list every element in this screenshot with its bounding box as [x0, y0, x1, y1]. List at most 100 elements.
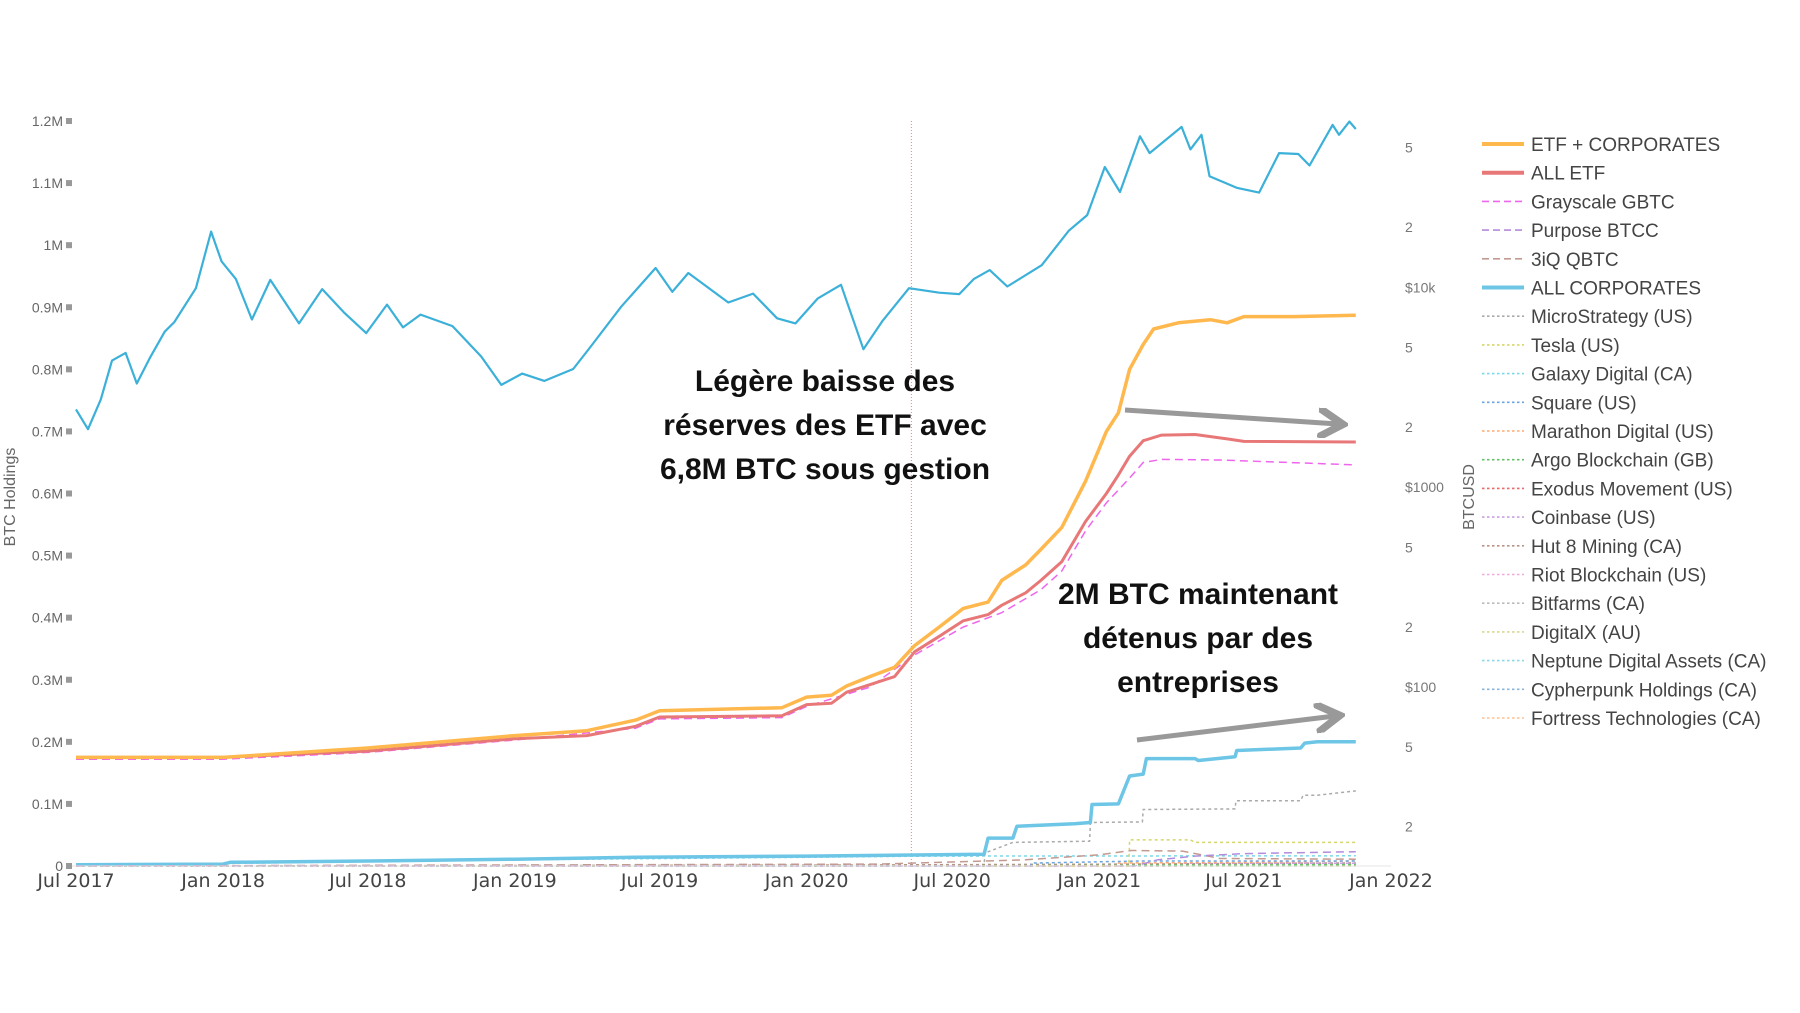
series-line-3iq-qbtc: [75, 849, 1356, 867]
x-tick-label: Jul 2018: [328, 870, 406, 892]
legend-label: MicroStrategy (US): [1531, 307, 1693, 328]
legend-item: Riot Blockchain (US): [1482, 566, 1706, 587]
legend-item: 3iQ QBTC: [1482, 250, 1619, 271]
x-tick-label: Jul 2021: [1204, 870, 1282, 892]
legend-item: Neptune Digital Assets (CA): [1482, 652, 1767, 673]
x-tick-label: Jan 2021: [1056, 870, 1141, 892]
legend-label: Galaxy Digital (CA): [1531, 365, 1693, 386]
x-tick-label: Jan 2022: [1348, 870, 1433, 892]
annotation-text: réserves des ETF avec: [663, 409, 987, 442]
arrow-corporates: [1136, 716, 1335, 743]
y-tick-mark: [66, 304, 72, 311]
annotation-text: Légère baisse des: [695, 365, 955, 398]
y-tick-mark: [66, 738, 72, 745]
y-tick-label: 1M: [44, 237, 63, 253]
x-tick-label: Jul 2020: [912, 870, 990, 892]
x-tick-label: Jul 2017: [36, 870, 114, 892]
y-tick-label: 0: [55, 858, 63, 874]
legend-label: DigitalX (AU): [1531, 623, 1641, 644]
legend-label: Riot Blockchain (US): [1531, 566, 1706, 587]
y2-tick-label: 5: [1405, 539, 1413, 555]
y2-axis-label: BTCUSD: [1461, 464, 1478, 530]
y-tick-label: 0.4M: [32, 610, 63, 626]
legend-item: MicroStrategy (US): [1482, 307, 1693, 328]
annotation-text: entreprises: [1117, 666, 1279, 699]
legend-label: Coinbase (US): [1531, 508, 1656, 529]
annotation-text: 6,8M BTC sous gestion: [660, 453, 990, 486]
y-axis-label: BTC Holdings: [2, 448, 19, 547]
y2-tick-label: 5: [1405, 739, 1413, 755]
legend-label: ETF + CORPORATES: [1531, 135, 1720, 156]
legend-label: Purpose BTCC: [1531, 221, 1659, 242]
y2-tick-label: $10k: [1405, 279, 1436, 295]
y-tick-mark: [66, 180, 72, 187]
y2-tick-label: 2: [1405, 819, 1413, 835]
y2-tick-label: 2: [1405, 619, 1413, 635]
annotation-text: 2M BTC maintenant: [1058, 578, 1338, 611]
y-tick-label: 1.2M: [32, 113, 63, 129]
legend-item: Fortress Technologies (CA): [1482, 709, 1761, 730]
series-line-purpose-btcc: [76, 850, 1356, 867]
x-tick-label: Jul 2019: [620, 870, 698, 892]
axes: 0 0.1M 0.2M 0.3M 0.4M 0.5M 0.6M 0.7M 0.8M 0.9M 1M 1…: [32, 113, 1444, 892]
y-tick-label: 0.8M: [32, 361, 63, 377]
series-line-microstrategy-us-: [76, 790, 1356, 867]
y-tick-mark: [66, 552, 72, 559]
legend-item: ALL ETF: [1482, 164, 1605, 185]
legend-item: Purpose BTCC: [1482, 221, 1659, 242]
legend: ETF + CORPORATES ALL ETF Grayscale GBTC Pur…: [1482, 135, 1767, 730]
legend-item: Tesla (US): [1482, 336, 1620, 357]
legend-item: Exodus Movement (US): [1482, 479, 1733, 500]
legend-label: ALL CORPORATES: [1531, 279, 1701, 300]
legend-item: Marathon Digital (US): [1482, 422, 1714, 443]
y-tick-mark: [66, 242, 72, 249]
series-line-marathon-digital-us-: [76, 860, 1356, 867]
legend-label: Fortress Technologies (CA): [1531, 709, 1761, 730]
y2-tick-label: 5: [1405, 140, 1413, 156]
legend-label: Square (US): [1531, 393, 1637, 414]
y-tick-label: 0.5M: [32, 548, 63, 564]
series-line-all-corporates: [75, 740, 1356, 867]
y-tick-mark: [66, 366, 72, 373]
y-tick-label: 0.3M: [32, 672, 63, 688]
arrow-etf: [1124, 407, 1338, 424]
plot-area: [75, 120, 1357, 867]
x-tick-label: Jan 2019: [472, 870, 557, 892]
series-line-all-etf: [76, 433, 1356, 759]
y-tick-label: 0.2M: [32, 734, 63, 750]
legend-item: Cypherpunk Holdings (CA): [1482, 680, 1757, 701]
y-tick-label: 0.7M: [32, 423, 63, 439]
x-tick-label: Jan 2018: [180, 870, 265, 892]
y-tick-label: 0.1M: [32, 796, 63, 812]
legend-label: Tesla (US): [1531, 336, 1620, 357]
y-tick-label: 1.1M: [32, 175, 63, 191]
legend-label: Marathon Digital (US): [1531, 422, 1714, 443]
y-tick-mark: [66, 800, 72, 807]
y-tick-mark: [66, 428, 72, 435]
legend-item: Square (US): [1482, 393, 1637, 414]
legend-item: Hut 8 Mining (CA): [1482, 537, 1682, 558]
legend-item: ALL CORPORATES: [1482, 279, 1701, 300]
legend-label: Hut 8 Mining (CA): [1531, 537, 1682, 558]
btcusd-price-line: [75, 120, 1357, 431]
annotation-text: détenus par des: [1083, 622, 1313, 655]
y2-tick-label: $100: [1405, 679, 1436, 695]
y-tick-label: 0.6M: [32, 486, 63, 502]
legend-label: Grayscale GBTC: [1531, 192, 1675, 213]
y-tick-mark: [66, 614, 72, 621]
legend-label: Cypherpunk Holdings (CA): [1531, 680, 1757, 701]
legend-item: Argo Blockchain (GB): [1482, 451, 1714, 472]
y2-tick-label: 2: [1405, 219, 1413, 235]
legend-item: Coinbase (US): [1482, 508, 1656, 529]
legend-label: Exodus Movement (US): [1531, 479, 1733, 500]
legend-label: Argo Blockchain (GB): [1531, 451, 1714, 472]
legend-item: Grayscale GBTC: [1482, 192, 1675, 213]
y2-tick-label: 2: [1405, 419, 1413, 435]
y-tick-mark: [66, 863, 72, 869]
y-tick-mark: [66, 490, 72, 497]
series-line-grayscale-gbtc: [76, 458, 1356, 760]
annotations: Légère baisse des réserves des ETF avec 6,…: [660, 365, 1338, 743]
x-tick-label: Jan 2020: [764, 870, 849, 892]
legend-label: Neptune Digital Assets (CA): [1531, 652, 1767, 673]
